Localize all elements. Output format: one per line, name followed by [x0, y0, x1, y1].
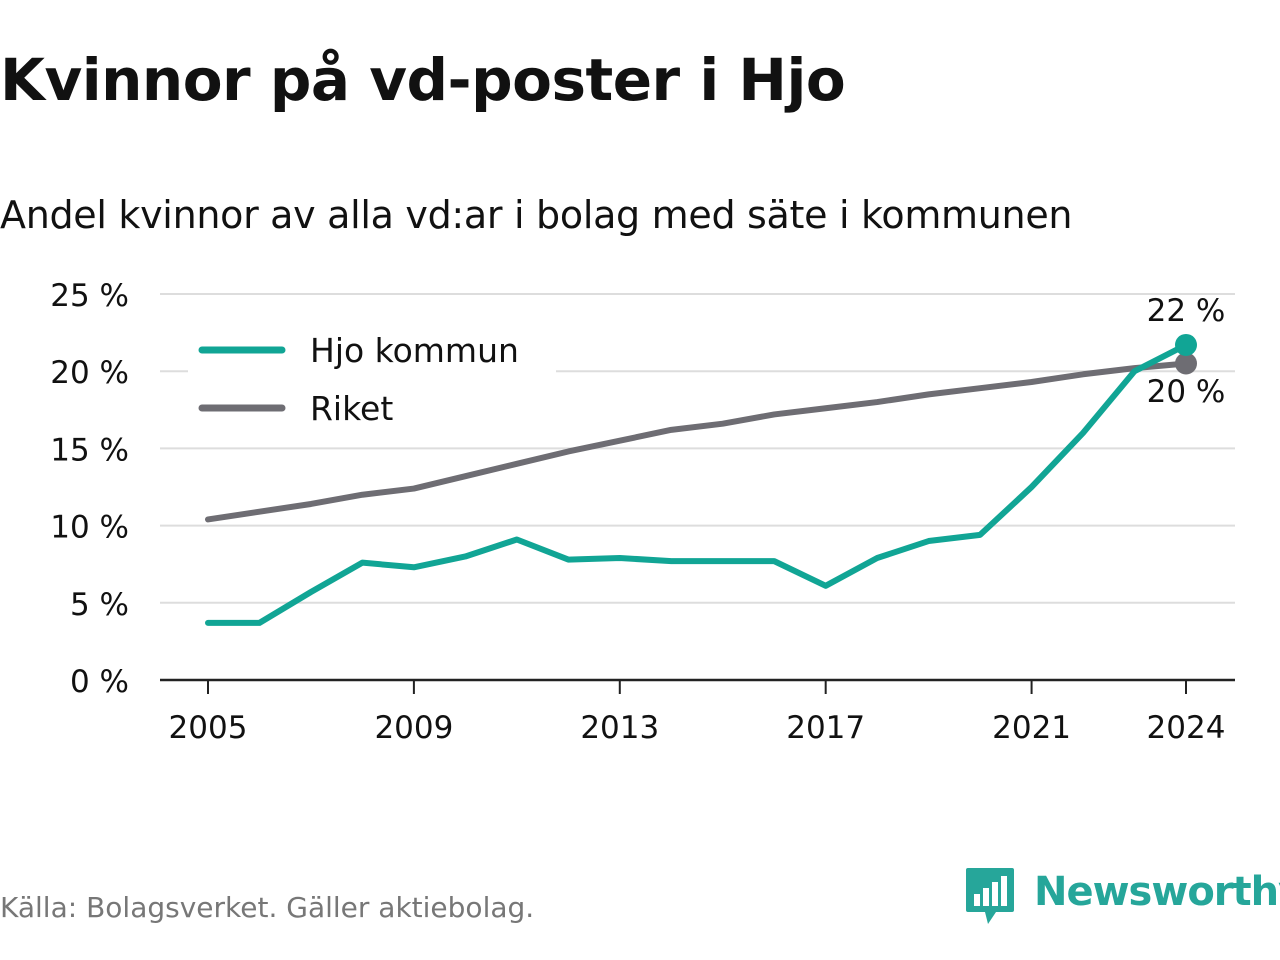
y-tick-label: 20 % — [50, 355, 129, 391]
y-tick-label: 0 % — [70, 664, 129, 700]
y-tick-label: 15 % — [50, 432, 129, 468]
series-line-riket — [205, 360, 1189, 523]
y-tick-label: 25 % — [50, 278, 129, 314]
chart-subtitle: Andel kvinnor av alla vd:ar i bolag med … — [0, 193, 1073, 237]
legend-label: Hjo kommun — [310, 331, 519, 370]
series-endpoint-riket — [1175, 352, 1197, 375]
series-endpoint-hjo — [1175, 333, 1197, 356]
x-tick-label: 2017 — [786, 710, 865, 746]
brand-name: Newsworthy — [1034, 869, 1280, 915]
x-tick-label: 2013 — [580, 710, 659, 746]
x-tick-label: 2009 — [374, 710, 453, 746]
source-note: Källa: Bolagsverket. Gäller aktiebolag. — [0, 891, 535, 924]
newsworthy-logo-icon — [966, 868, 1014, 924]
line-chart: 0 %5 %10 %15 %20 %25 % 2005 2009 2013 2017 2… — [50, 278, 1235, 746]
y-tick-label: 5 % — [70, 587, 129, 623]
end-label-hjo: 22 % — [1147, 293, 1226, 329]
series-lines — [205, 333, 1197, 626]
brand-logo: Newsworthy — [964, 862, 1280, 928]
legend-background — [188, 322, 556, 444]
end-label-riket: 20 % — [1147, 374, 1226, 410]
x-axis-ticks: 2005 2009 2013 2017 2021 2024 — [169, 680, 1226, 746]
legend-label: Riket — [310, 389, 393, 428]
x-tick-label: 2005 — [169, 710, 248, 746]
series-line-hjo — [205, 341, 1189, 626]
y-tick-label: 10 % — [50, 510, 129, 546]
y-axis-ticks: 0 % 5 % 10 % 15 % 20 % 25 % — [50, 278, 129, 700]
chart-title: Kvinnor på vd-poster i Hjo — [0, 46, 846, 114]
end-labels: 22 % 20 % — [1147, 293, 1226, 410]
x-tick-label: 2024 — [1147, 710, 1226, 746]
x-tick-label: 2021 — [992, 710, 1071, 746]
legend: Hjo kommun Riket — [188, 322, 556, 444]
